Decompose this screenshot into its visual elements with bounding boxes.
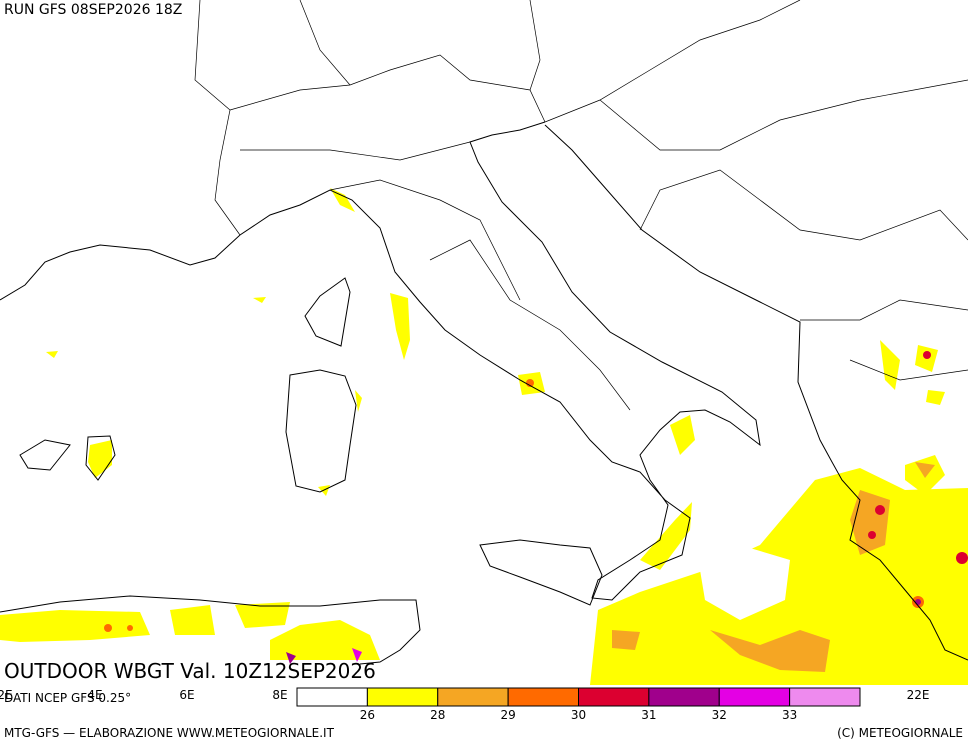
run-label: RUN GFS 08SEP2026 18Z: [4, 2, 182, 18]
legend-label: 30: [571, 708, 586, 722]
data-source: DATI NCEP GFS 0.25°: [4, 691, 131, 705]
legend-swatch: [578, 687, 650, 707]
map-title: OUTDOOR WBGT Val. 10Z12SEP2026: [4, 659, 376, 683]
borders: [194, 0, 968, 411]
color-legend: 26 28 29 30 31 32 33: [296, 687, 861, 722]
longitude-label: 22E: [907, 688, 930, 702]
legend-swatch: [507, 687, 579, 707]
legend-swatch: [437, 687, 509, 707]
longitude-labels: 2E 4E 6E 8E 22E: [0, 688, 929, 702]
legend-swatch: [648, 687, 720, 707]
legend-swatch: [296, 687, 368, 707]
longitude-label: 2E: [0, 688, 13, 702]
footer-right: (C) METEOGIORNALE: [837, 726, 963, 740]
legend-label: 29: [500, 708, 515, 722]
coastlines: [0, 121, 968, 665]
legend-label: 33: [782, 708, 797, 722]
map-field: [0, 188, 968, 685]
longitude-label: 4E: [87, 688, 102, 702]
legend-label: 31: [641, 708, 656, 722]
longitude-label: 8E: [272, 688, 287, 702]
longitude-label: 6E: [179, 688, 194, 702]
legend-swatch: [366, 687, 439, 707]
legend-label: 26: [360, 708, 375, 722]
legend-label: 28: [430, 708, 445, 722]
footer-left: MTG-GFS — ELABORAZIONE WWW.METEOGIORNALE…: [4, 726, 335, 740]
legend-label: 32: [712, 708, 727, 722]
legend-swatch: [789, 687, 861, 707]
legend-swatch: [718, 687, 791, 707]
